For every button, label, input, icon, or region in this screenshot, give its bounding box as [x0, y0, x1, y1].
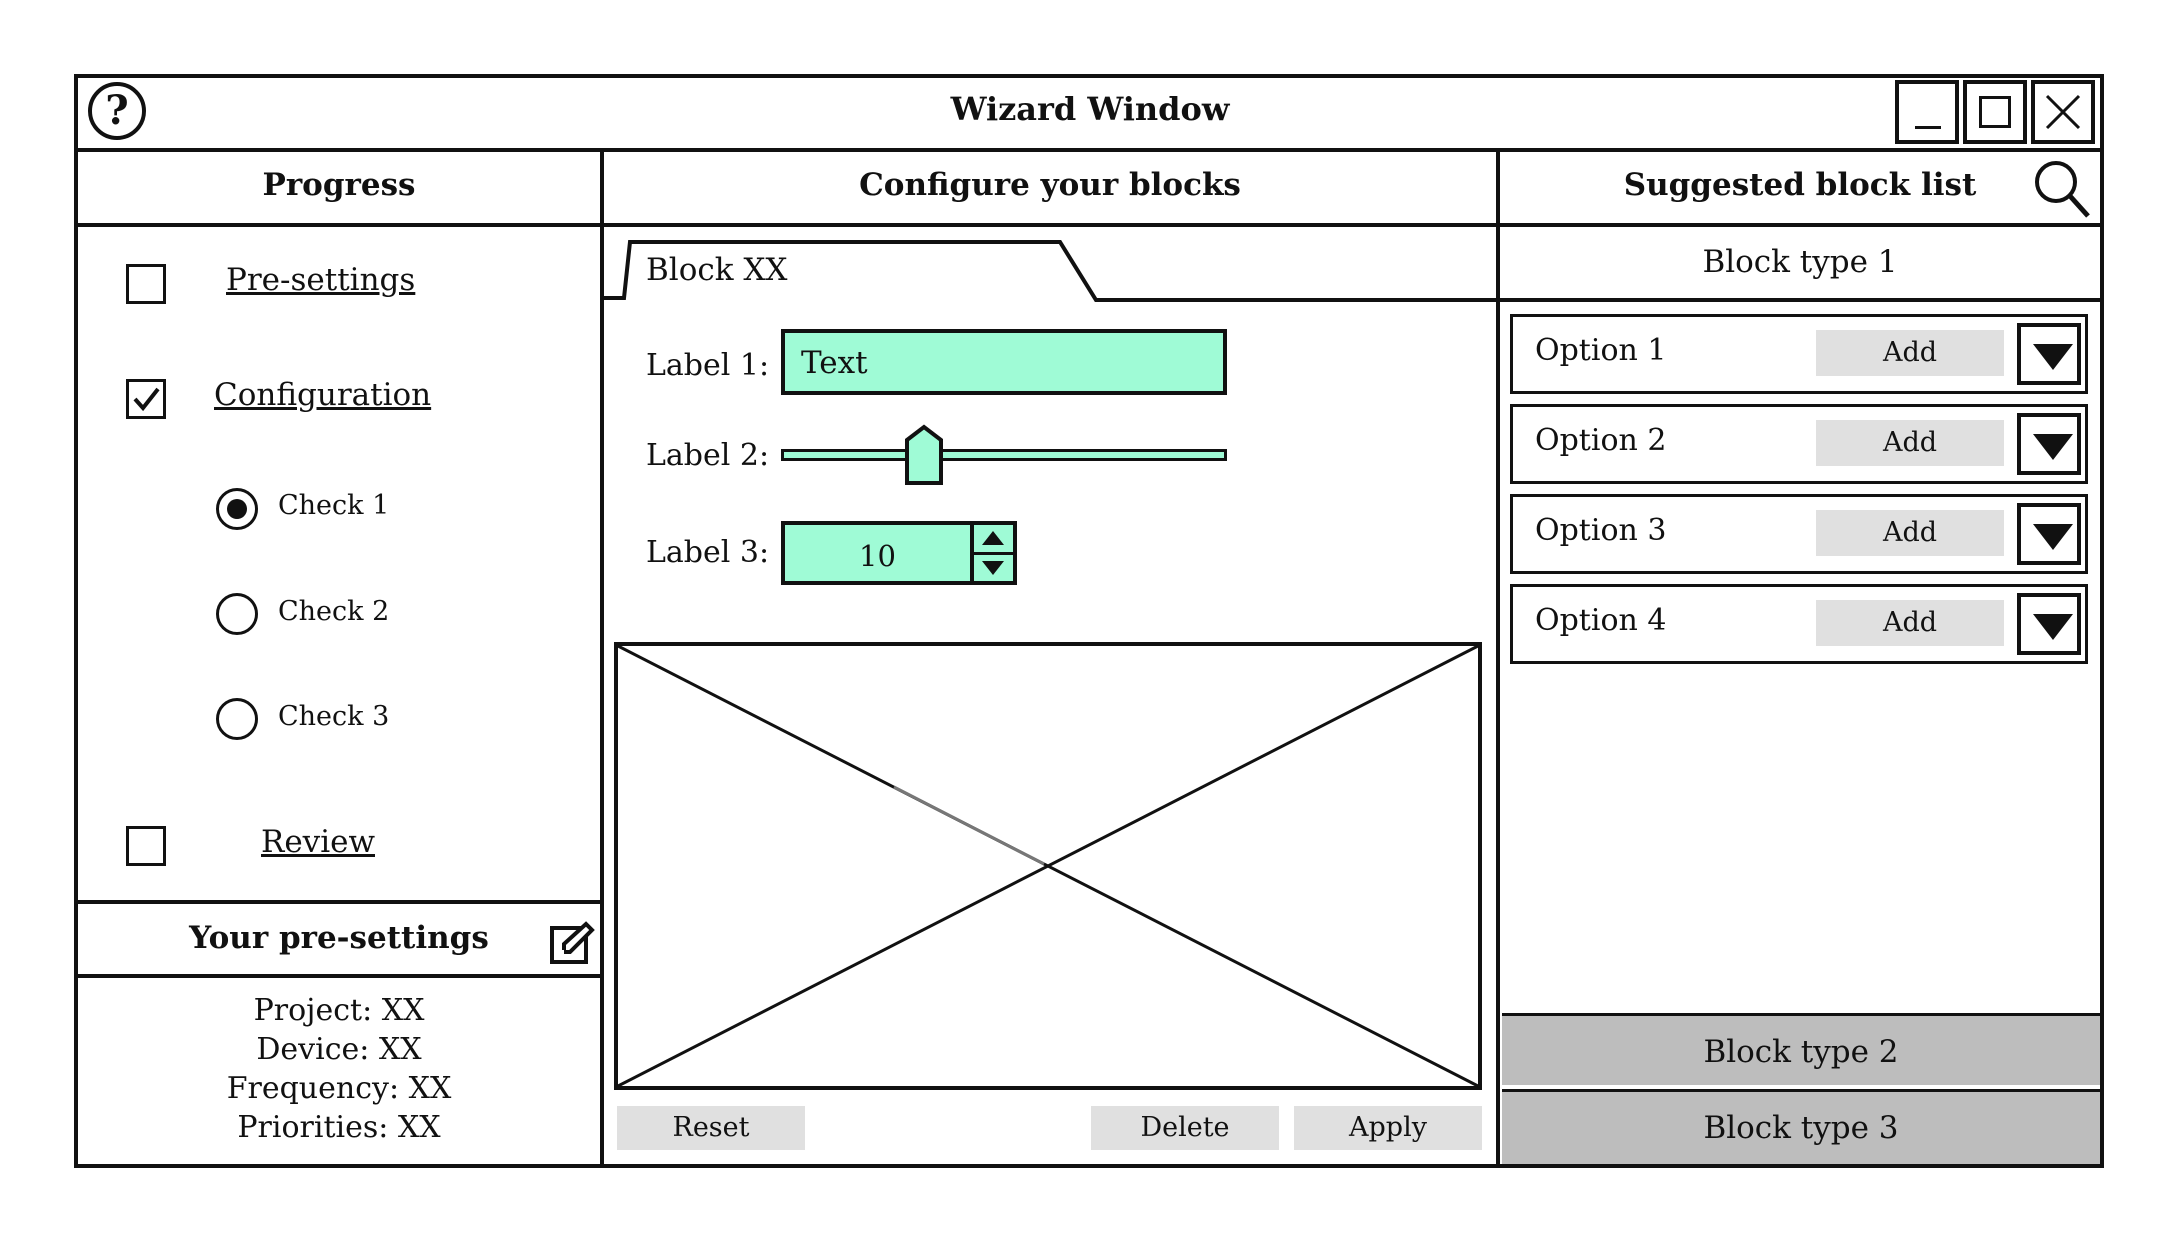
- arrow-down-icon: [982, 561, 1004, 575]
- close-button[interactable]: [2031, 80, 2095, 144]
- configuration-link[interactable]: Configuration: [214, 377, 432, 413]
- option-1-dropdown-icon[interactable]: [2017, 323, 2081, 385]
- maximize-button[interactable]: [1963, 80, 2027, 144]
- label-3-stepper[interactable]: 10: [781, 521, 1017, 585]
- edit-icon[interactable]: [548, 920, 596, 968]
- option-4-label: Option 4: [1535, 603, 1667, 638]
- option-3-add-button[interactable]: Add: [1816, 510, 2004, 556]
- progress-title: Progress: [262, 167, 416, 203]
- check-1-label: Check 1: [278, 490, 390, 521]
- pre-settings-checkbox[interactable]: [126, 264, 166, 304]
- block-type-2-header[interactable]: Block type 2: [1502, 1013, 2100, 1085]
- option-3-dropdown-icon[interactable]: [2017, 503, 2081, 565]
- option-4-dropdown-icon[interactable]: [2017, 593, 2081, 655]
- label-2: Label 2:: [646, 438, 770, 473]
- option-2-row: Option 2 Add: [1510, 404, 2088, 484]
- check-1-radio[interactable]: [216, 488, 258, 530]
- check-3-radio[interactable]: [216, 698, 258, 740]
- block-tab-label: Block XX: [646, 252, 788, 288]
- label-1: Label 1:: [646, 348, 770, 383]
- check-2-label: Check 2: [278, 596, 390, 627]
- presettings-header-divider: [74, 974, 604, 978]
- suggested-title: Suggested block list: [1623, 167, 1977, 203]
- close-icon: [2045, 94, 2081, 130]
- minimize-icon: [1915, 126, 1941, 129]
- wizard-window: [74, 74, 2104, 1168]
- presettings-priorities: Priorities: XX: [237, 1110, 441, 1145]
- stepper-divider: [970, 525, 974, 581]
- right-divider: [1496, 148, 1500, 1166]
- presettings-project: Project: XX: [253, 993, 425, 1028]
- presettings-title: Your pre-settings: [189, 920, 489, 956]
- maximize-icon: [1979, 96, 2011, 128]
- slider-thumb[interactable]: [904, 424, 944, 486]
- option-3-row: Option 3 Add: [1510, 494, 2088, 574]
- option-1-label: Option 1: [1535, 333, 1667, 368]
- check-3-label: Check 3: [278, 701, 390, 732]
- block-type-3-header[interactable]: Block type 3: [1502, 1089, 2100, 1164]
- stepper-value: 10: [859, 539, 896, 573]
- option-4-add-button[interactable]: Add: [1816, 600, 2004, 646]
- stepper-middle-divider: [974, 552, 1013, 555]
- check-2-radio[interactable]: [216, 593, 258, 635]
- option-2-label: Option 2: [1535, 423, 1667, 458]
- configuration-checkbox[interactable]: [126, 379, 166, 419]
- presettings-frequency: Frequency: XX: [226, 1071, 452, 1106]
- presettings-device: Device: XX: [256, 1032, 422, 1067]
- pre-settings-link[interactable]: Pre-settings: [226, 262, 416, 298]
- help-icon[interactable]: ?: [88, 82, 146, 140]
- delete-button[interactable]: Delete: [1091, 1106, 1279, 1150]
- label-3: Label 3:: [646, 535, 770, 570]
- stepper-down-button[interactable]: [974, 555, 1013, 581]
- minimize-button[interactable]: [1895, 80, 1959, 144]
- label-2-slider-track[interactable]: [781, 449, 1227, 461]
- option-2-add-button[interactable]: Add: [1816, 420, 2004, 466]
- review-checkbox[interactable]: [126, 826, 166, 866]
- search-icon[interactable]: [2032, 158, 2092, 220]
- label-1-text-input[interactable]: Text: [781, 329, 1227, 395]
- title-divider: [74, 148, 2104, 152]
- stepper-up-button[interactable]: [974, 525, 1013, 552]
- apply-button[interactable]: Apply: [1294, 1106, 1482, 1150]
- block-type-1-divider: [1496, 298, 2104, 302]
- option-1-row: Option 1 Add: [1510, 314, 2088, 394]
- option-1-add-button[interactable]: Add: [1816, 330, 2004, 376]
- option-3-label: Option 3: [1535, 513, 1667, 548]
- label-1-input-value: Text: [801, 345, 868, 381]
- image-placeholder: [614, 642, 1482, 1090]
- left-divider: [600, 148, 604, 1166]
- checkmark-icon: [133, 387, 160, 412]
- block-type-1-header[interactable]: Block type 1: [1702, 244, 1898, 280]
- review-link[interactable]: Review: [261, 824, 375, 860]
- configure-title: Configure your blocks: [859, 167, 1241, 203]
- arrow-up-icon: [982, 531, 1004, 545]
- option-4-row: Option 4 Add: [1510, 584, 2088, 664]
- header-divider: [74, 223, 2104, 227]
- reset-button[interactable]: Reset: [617, 1106, 805, 1150]
- option-2-dropdown-icon[interactable]: [2017, 413, 2081, 475]
- presettings-top-divider: [74, 900, 604, 904]
- block-tab[interactable]: [602, 226, 1498, 306]
- window-title: Wizard Window: [950, 90, 1230, 128]
